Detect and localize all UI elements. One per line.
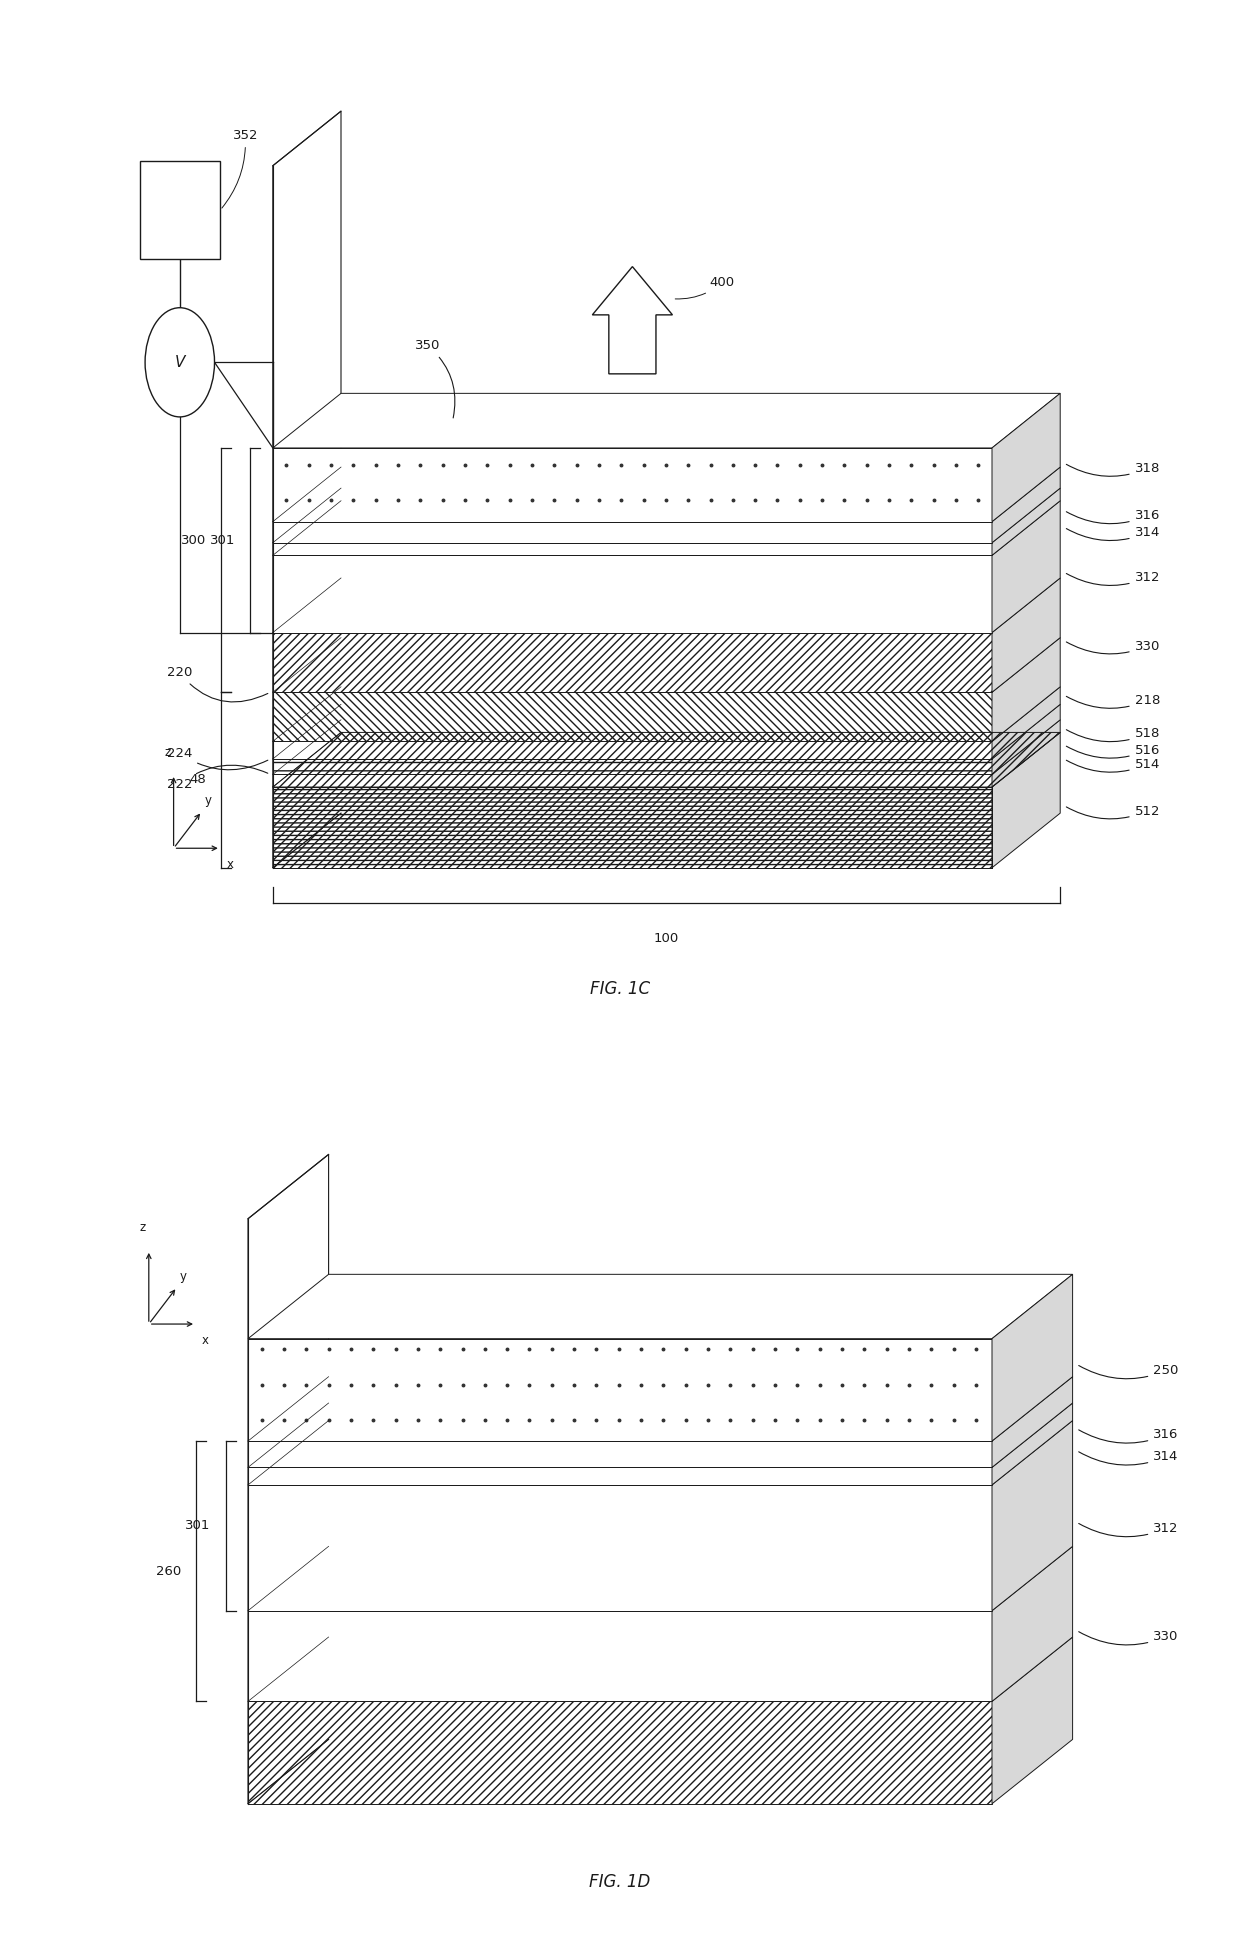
- Text: y: y: [180, 1269, 186, 1283]
- Text: 301: 301: [186, 1519, 211, 1533]
- Polygon shape: [593, 267, 672, 374]
- Polygon shape: [992, 733, 1060, 868]
- Text: 516: 516: [1066, 743, 1159, 759]
- Polygon shape: [992, 1420, 1073, 1611]
- Text: 518: 518: [1066, 727, 1159, 741]
- Text: 314: 314: [1079, 1451, 1178, 1464]
- Polygon shape: [992, 468, 1060, 542]
- Polygon shape: [992, 1275, 1073, 1441]
- Text: 514: 514: [1066, 759, 1159, 772]
- Polygon shape: [992, 1638, 1073, 1804]
- Polygon shape: [273, 759, 992, 774]
- Text: 300: 300: [181, 534, 206, 548]
- Text: 330: 330: [1079, 1630, 1178, 1646]
- Text: 312: 312: [1066, 571, 1161, 585]
- Polygon shape: [992, 394, 1060, 523]
- Polygon shape: [273, 788, 992, 868]
- Text: 352: 352: [222, 129, 258, 209]
- Polygon shape: [248, 1638, 1073, 1700]
- Polygon shape: [992, 720, 1060, 788]
- Polygon shape: [248, 1154, 329, 1804]
- Polygon shape: [273, 501, 1060, 556]
- Polygon shape: [273, 468, 1060, 523]
- Text: y: y: [205, 794, 211, 807]
- Text: 330: 330: [1066, 640, 1159, 653]
- Text: 512: 512: [1066, 805, 1161, 819]
- Polygon shape: [248, 1340, 992, 1441]
- Bar: [140, 162, 221, 259]
- Text: 220: 220: [167, 667, 268, 702]
- Text: V: V: [175, 355, 185, 370]
- Polygon shape: [273, 774, 992, 788]
- Text: FIG. 1D: FIG. 1D: [589, 1872, 651, 1892]
- Polygon shape: [273, 523, 992, 542]
- Polygon shape: [992, 577, 1060, 692]
- Polygon shape: [992, 1404, 1073, 1486]
- Polygon shape: [248, 1441, 992, 1466]
- Text: x: x: [227, 858, 234, 872]
- Polygon shape: [273, 638, 1060, 692]
- Polygon shape: [273, 111, 341, 868]
- Polygon shape: [273, 741, 992, 759]
- Text: FIG. 1C: FIG. 1C: [590, 979, 650, 998]
- Text: 100: 100: [653, 932, 680, 946]
- Polygon shape: [248, 1420, 1073, 1486]
- Polygon shape: [992, 488, 1060, 556]
- Polygon shape: [273, 394, 1060, 448]
- Polygon shape: [273, 542, 992, 556]
- Text: 48: 48: [188, 774, 206, 786]
- Text: 400: 400: [676, 277, 735, 298]
- Text: 222: 222: [166, 764, 268, 790]
- Polygon shape: [273, 488, 1060, 542]
- Polygon shape: [248, 1486, 992, 1611]
- Polygon shape: [273, 577, 1060, 632]
- Text: 312: 312: [1079, 1523, 1179, 1537]
- Text: z: z: [164, 745, 171, 759]
- Polygon shape: [248, 1275, 1073, 1340]
- Polygon shape: [273, 720, 1060, 774]
- Circle shape: [145, 308, 215, 417]
- Polygon shape: [273, 632, 992, 692]
- Text: 316: 316: [1066, 509, 1159, 525]
- Polygon shape: [992, 704, 1060, 774]
- Polygon shape: [248, 1611, 992, 1700]
- Polygon shape: [273, 556, 992, 632]
- Text: 250: 250: [1079, 1365, 1178, 1379]
- Polygon shape: [248, 1546, 1073, 1611]
- Text: 301: 301: [211, 534, 236, 546]
- Polygon shape: [248, 1466, 992, 1486]
- Polygon shape: [273, 692, 992, 741]
- Polygon shape: [992, 1546, 1073, 1700]
- Polygon shape: [248, 1404, 1073, 1466]
- Text: 218: 218: [1066, 694, 1159, 708]
- Polygon shape: [248, 1700, 992, 1804]
- Text: 260: 260: [156, 1564, 181, 1578]
- Polygon shape: [273, 733, 1060, 788]
- Text: 224: 224: [167, 747, 268, 770]
- Polygon shape: [273, 704, 1060, 759]
- Text: 314: 314: [1066, 526, 1159, 540]
- Text: z: z: [139, 1221, 146, 1234]
- Polygon shape: [248, 1377, 1073, 1441]
- Polygon shape: [273, 448, 992, 523]
- Polygon shape: [992, 1377, 1073, 1466]
- Polygon shape: [992, 638, 1060, 741]
- Polygon shape: [273, 686, 1060, 741]
- Text: x: x: [202, 1334, 210, 1347]
- Text: 350: 350: [415, 339, 455, 417]
- Polygon shape: [992, 501, 1060, 632]
- Text: 318: 318: [1066, 462, 1159, 476]
- Polygon shape: [992, 686, 1060, 759]
- Text: 316: 316: [1079, 1429, 1178, 1443]
